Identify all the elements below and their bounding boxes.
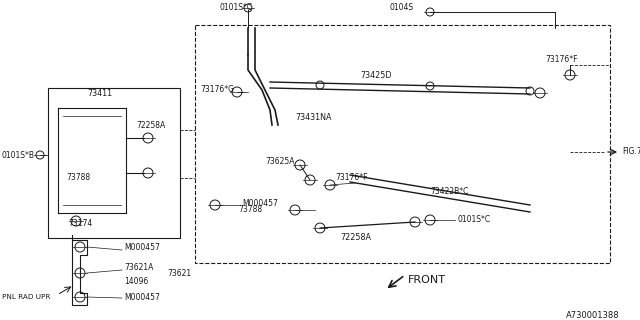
Bar <box>195 25 610 263</box>
Text: 0104S: 0104S <box>390 4 414 12</box>
Text: 73411: 73411 <box>88 90 113 99</box>
Text: 72258A: 72258A <box>340 234 371 243</box>
Text: FRONT: FRONT <box>408 275 446 285</box>
Text: 73625A: 73625A <box>265 157 294 166</box>
Text: 73788: 73788 <box>238 205 262 214</box>
Text: M000457: M000457 <box>124 243 160 252</box>
Text: A730001388: A730001388 <box>566 310 620 319</box>
Text: 0101S*C: 0101S*C <box>457 215 490 225</box>
Text: M000457: M000457 <box>124 293 160 302</box>
Text: 73788: 73788 <box>66 173 90 182</box>
Bar <box>48 88 180 238</box>
Text: 73425D: 73425D <box>360 70 392 79</box>
Text: 14096: 14096 <box>124 276 148 285</box>
Text: 73174: 73174 <box>68 219 92 228</box>
Text: 73621A: 73621A <box>124 263 154 273</box>
Text: 73176*F: 73176*F <box>545 55 577 65</box>
Text: 73431NA: 73431NA <box>295 114 332 123</box>
Text: 0101S*B: 0101S*B <box>2 150 35 159</box>
Text: 73621: 73621 <box>167 268 191 277</box>
Text: FIG.730-3: FIG.730-3 <box>622 148 640 156</box>
Text: M000457: M000457 <box>242 198 278 207</box>
Text: 73422B*C: 73422B*C <box>430 188 468 196</box>
Text: 73176*F: 73176*F <box>335 173 367 182</box>
Text: 73176*G: 73176*G <box>200 85 234 94</box>
Text: PNL RAD UPR: PNL RAD UPR <box>2 294 51 300</box>
Text: 72258A: 72258A <box>136 122 165 131</box>
Text: 0101S*C: 0101S*C <box>220 3 253 12</box>
